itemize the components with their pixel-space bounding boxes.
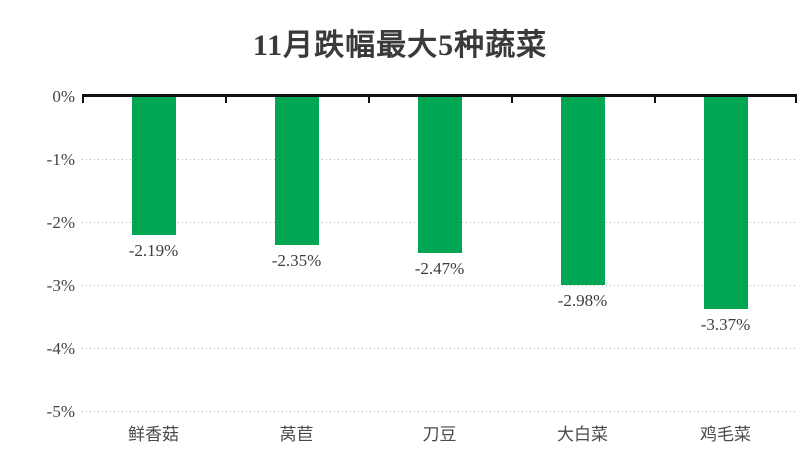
x-axis-tick — [654, 94, 656, 103]
bar — [417, 97, 462, 253]
bar-value-label: -2.98% — [557, 290, 608, 310]
bar — [131, 97, 176, 235]
gridline — [82, 348, 797, 349]
bar-value-label: -2.47% — [414, 258, 465, 278]
y-tick-label: -4% — [46, 339, 75, 358]
x-category-label: 大白菜 — [557, 425, 608, 444]
bar-value-label: -2.35% — [271, 251, 322, 271]
zero-axis-line — [82, 94, 797, 97]
y-tick-label: 0% — [52, 87, 75, 106]
plot-area: -2.19% -2.35% -2.47% -2.98% -3.37% 鲜香菇 莴苣 刀豆 大白… — [82, 97, 797, 444]
x-axis-tick — [368, 94, 370, 103]
bar-value-label: -2.19% — [128, 240, 179, 260]
bar — [560, 97, 605, 285]
gridline — [82, 411, 797, 412]
bar-value-label: -3.37% — [700, 315, 751, 335]
chart-title: 11月跌幅最大5种蔬菜 — [252, 29, 548, 62]
gridline — [82, 285, 797, 286]
y-tick-label: -5% — [46, 402, 75, 421]
x-axis-tick — [82, 94, 84, 103]
bar — [274, 97, 319, 246]
x-category-label: 刀豆 — [422, 425, 457, 444]
x-category-label: 鸡毛菜 — [700, 425, 751, 444]
x-axis-tick — [511, 94, 513, 103]
x-axis-tick — [795, 94, 797, 103]
x-category-label: 鲜香菇 — [128, 425, 179, 444]
x-axis-tick — [225, 94, 227, 103]
y-tick-label: -2% — [46, 213, 75, 232]
x-category-label: 莴苣 — [279, 425, 314, 444]
y-tick-label: -3% — [46, 276, 75, 295]
y-tick-label: -1% — [46, 150, 75, 169]
bar — [703, 97, 748, 310]
